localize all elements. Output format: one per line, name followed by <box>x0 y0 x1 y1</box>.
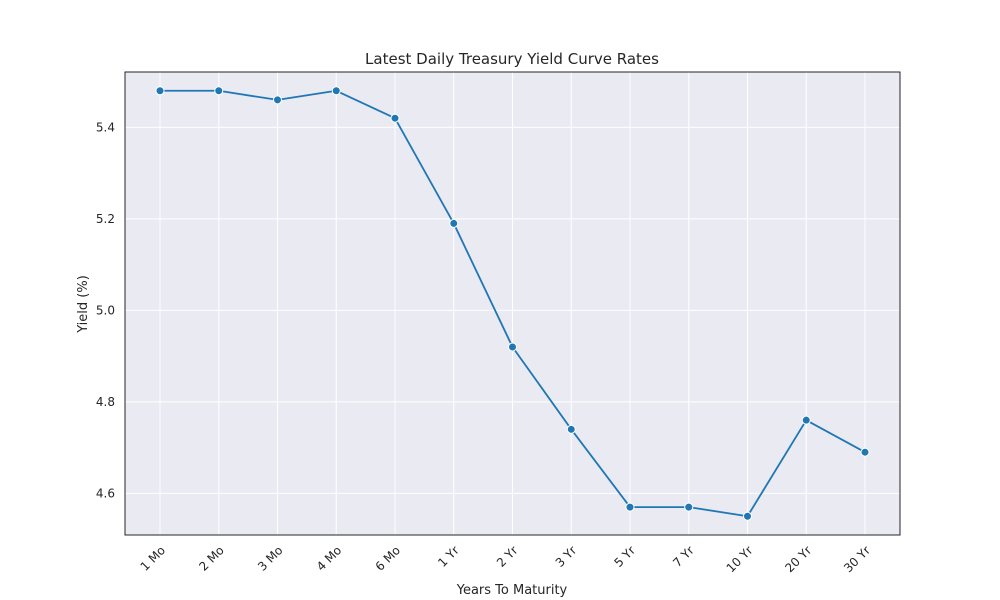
data-point <box>155 86 165 96</box>
data-point <box>743 511 752 521</box>
y-axis-label: Yield (%) <box>76 275 91 334</box>
x-tick-label: 1 Mo <box>138 543 169 574</box>
x-tick-label: 3 Mo <box>255 543 286 574</box>
x-tick-label: 10 Yr <box>724 543 756 575</box>
data-point <box>801 415 811 425</box>
x-tick-label: 4 Mo <box>314 543 345 574</box>
data-point <box>625 502 635 512</box>
y-tick-label: 4.6 <box>96 486 115 500</box>
y-tick-labels: 4.6 4.8 5.0 5.2 5.4 <box>96 120 115 500</box>
x-tick-labels: 1 Mo 2 Mo 3 Mo 4 Mo 6 Mo 1 Yr 2 Yr 3 Yr 5 Yr 7 Yr… <box>138 543 874 575</box>
grid-layer <box>125 72 900 535</box>
data-point <box>566 424 576 434</box>
data-point <box>331 86 341 96</box>
x-tick-label: 5 Yr <box>611 543 638 570</box>
x-tick-label: 7 Yr <box>670 543 697 570</box>
x-tick-label: 1 Yr <box>435 543 462 570</box>
data-point <box>390 113 400 123</box>
y-tick-label: 5.4 <box>96 120 115 134</box>
y-tick-label: 4.8 <box>96 395 115 409</box>
chart-title: Latest Daily Treasury Yield Curve Rates <box>365 50 659 68</box>
x-tick-label: 20 Yr <box>782 543 814 575</box>
x-tick-label: 2 Mo <box>196 543 227 574</box>
y-tick-label: 5.0 <box>96 303 115 317</box>
data-point <box>860 447 870 457</box>
data-point <box>684 502 694 512</box>
data-point <box>449 218 459 228</box>
x-tick-label: 3 Yr <box>553 543 580 570</box>
data-point <box>273 95 282 105</box>
plot-frame <box>124 71 901 536</box>
y-tick-label: 5.2 <box>96 212 115 226</box>
x-tick-label: 30 Yr <box>841 543 873 575</box>
data-point <box>508 342 517 352</box>
x-tick-label: 6 Mo <box>373 543 404 574</box>
x-axis-label: Years To Maturity <box>456 583 568 598</box>
x-tick-label: 2 Yr <box>494 543 521 570</box>
data-point <box>214 86 224 96</box>
series-layer <box>155 86 870 521</box>
